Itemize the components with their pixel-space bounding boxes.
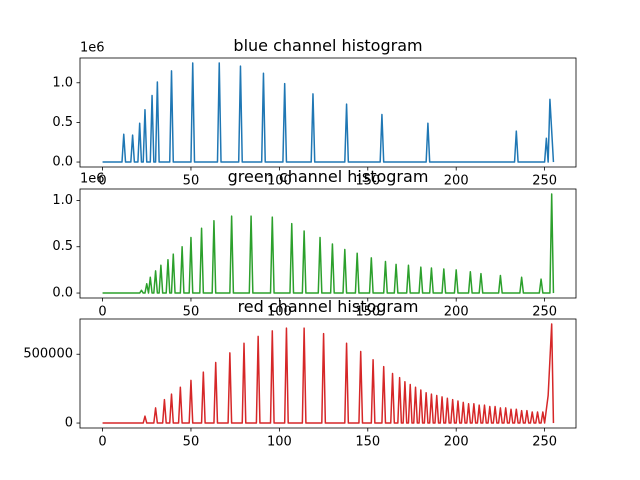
y-tick-label: 1.0 <box>52 193 73 208</box>
x-tick-label: 200 <box>444 305 469 320</box>
y-tick-label: 0.0 <box>52 155 73 170</box>
axes-frame <box>79 57 577 168</box>
y-tick-label: 0.5 <box>52 239 73 254</box>
x-tick-label: 200 <box>444 174 469 189</box>
x-tick-label: 100 <box>267 174 292 189</box>
histogram-line <box>102 323 555 424</box>
chart-title: green channel histogram <box>228 167 429 186</box>
histogram-line <box>102 62 555 163</box>
x-tick-label: 250 <box>532 174 557 189</box>
x-tick-label: 100 <box>267 305 292 320</box>
y-tick-label: 0.0 <box>52 286 73 301</box>
x-tick-label: 50 <box>183 305 200 320</box>
offset-label: 1e6 <box>80 41 105 56</box>
y-tick-label: 0 <box>65 416 73 431</box>
x-tick-label: 250 <box>532 435 557 450</box>
x-tick-label: 250 <box>532 305 557 320</box>
y-tick-label: 1.0 <box>52 75 73 90</box>
axes-frame <box>79 188 577 299</box>
x-tick-label: 150 <box>355 305 380 320</box>
x-tick-label: 150 <box>355 435 380 450</box>
chart-title: blue channel histogram <box>233 36 422 55</box>
x-tick-label: 0 <box>98 435 106 450</box>
x-tick-label: 100 <box>267 435 292 450</box>
x-tick-label: 50 <box>183 174 200 189</box>
histogram-line <box>102 193 555 294</box>
y-tick-label: 500000 <box>23 347 73 362</box>
x-tick-label: 150 <box>355 174 380 189</box>
y-tick-label: 0.5 <box>52 115 73 130</box>
x-tick-label: 0 <box>98 174 106 189</box>
x-tick-label: 0 <box>98 305 106 320</box>
axes-frame <box>79 318 577 429</box>
x-tick-label: 200 <box>444 435 469 450</box>
offset-label: 1e6 <box>80 172 105 187</box>
chart-title: red channel histogram <box>238 297 419 316</box>
x-tick-label: 50 <box>183 435 200 450</box>
